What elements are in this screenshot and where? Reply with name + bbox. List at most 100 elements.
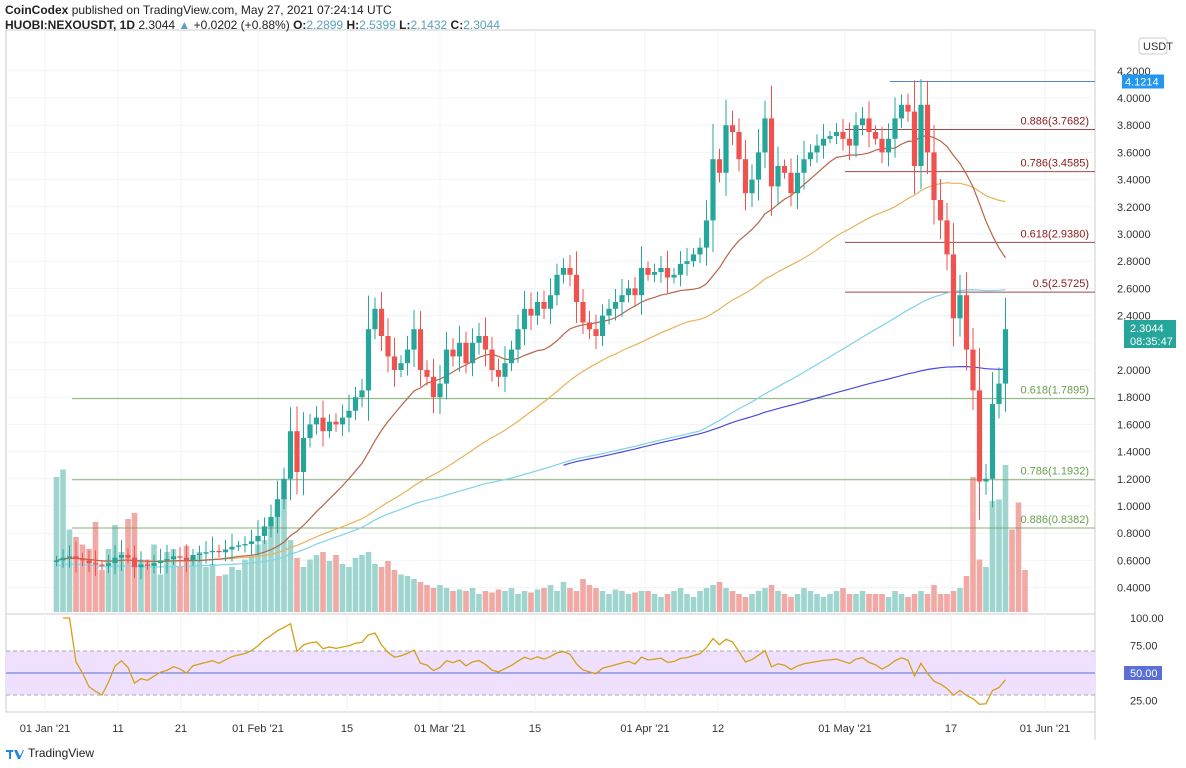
candle-body: [508, 349, 515, 364]
volume-bar: [684, 594, 690, 612]
candle-body: [281, 478, 287, 500]
candle-body: [196, 553, 203, 555]
volume-bar: [989, 501, 996, 612]
candle-body: [437, 383, 443, 398]
volume-bar: [385, 561, 391, 612]
price-tick: 2.8000: [1117, 256, 1151, 268]
volume-bar: [833, 591, 840, 612]
volume-bar: [976, 559, 983, 612]
candle-body: [976, 390, 983, 482]
candle-body: [66, 556, 73, 558]
candle-body: [859, 118, 866, 126]
volume-bar: [398, 574, 404, 612]
candle-body: [112, 557, 118, 564]
volume-bar: [424, 585, 430, 612]
price-tick: 2.0000: [1117, 365, 1151, 377]
candle-body: [918, 104, 924, 166]
price-tick: 3.0000: [1117, 229, 1151, 241]
time-tick: 01 Apr '21: [620, 723, 669, 735]
candle-body: [677, 263, 684, 275]
chart-header: CoinCodex published on TradingView.com, …: [5, 3, 500, 33]
volume-bar: [365, 552, 372, 612]
volume-bar: [138, 559, 144, 612]
volume-bar: [788, 597, 794, 612]
candle-body: [645, 268, 651, 275]
price-tick: 3.2000: [1117, 202, 1151, 214]
candle-body: [528, 308, 534, 316]
fib-label: 0.5(2.5725): [1033, 278, 1089, 290]
candle-body: [827, 136, 833, 139]
time-tick: 15: [341, 723, 353, 735]
candle-body: [469, 342, 476, 364]
volume-bar: [697, 591, 703, 612]
candle-body: [606, 308, 612, 316]
volume-bar: [222, 574, 229, 612]
candle-body: [814, 145, 820, 153]
volume-bar: [755, 591, 762, 612]
candle-body: [307, 424, 313, 438]
candle-body: [911, 111, 918, 166]
candle-body: [801, 159, 807, 173]
volume-bar: [118, 552, 125, 612]
rsi-tick: 25.00: [1130, 696, 1158, 708]
candle-body: [99, 564, 105, 566]
volume-bar: [66, 529, 73, 612]
volume-bar: [203, 567, 209, 612]
price-tick: 2.6000: [1117, 283, 1151, 295]
symbol[interactable]: HUOBI:NEXOUSDT, 1D: [5, 18, 136, 32]
volume-bar: [404, 576, 411, 612]
rsi-current-label: 50.00: [1130, 668, 1158, 680]
volume-bar: [105, 549, 112, 612]
price-tick: 4.0000: [1117, 93, 1151, 105]
rsi-current-tag: [1124, 666, 1162, 680]
volume-bar: [567, 588, 573, 612]
candle-body: [892, 118, 898, 139]
candle-body: [274, 499, 281, 517]
candle-body: [268, 516, 274, 527]
open-value: 2.2899: [306, 18, 344, 32]
volume-bar: [931, 585, 937, 612]
volume-bar: [957, 588, 963, 612]
volume-bar: [606, 594, 612, 612]
close-label: C:: [450, 18, 464, 32]
volume-bar: [86, 549, 92, 612]
high-label: H:: [346, 18, 360, 32]
candle-body: [229, 546, 235, 550]
candle-body: [287, 431, 294, 479]
last-price-tag: [1124, 320, 1176, 348]
candle-body: [398, 363, 404, 370]
volume-bar: [983, 567, 989, 612]
candle-body: [248, 541, 255, 545]
time-tick: 21: [175, 723, 187, 735]
candle-body: [255, 535, 261, 542]
candle-body: [905, 104, 911, 112]
candle-body: [411, 329, 417, 350]
ma100-line: [56, 289, 1006, 568]
candle-body: [651, 272, 658, 275]
candle-body: [593, 329, 599, 336]
volume-bar: [690, 597, 697, 612]
fib-label: 0.886(0.8382): [1021, 514, 1090, 526]
candle-body: [209, 550, 216, 553]
candle-body: [560, 268, 567, 275]
candle-body: [625, 288, 632, 296]
up-triangle-icon: ▲: [178, 18, 191, 32]
volume-bar: [898, 594, 905, 612]
candle-body: [989, 404, 996, 479]
volume-bar: [645, 591, 651, 612]
volume-bar: [281, 480, 287, 612]
volume-bar: [658, 597, 664, 612]
volume-bar: [599, 591, 606, 612]
open-label: O:: [293, 18, 307, 32]
candle-body: [404, 349, 411, 364]
time-tick: 17: [945, 723, 957, 735]
tradingview-brand[interactable]: TradingView: [28, 746, 95, 760]
volume-bar: [430, 588, 437, 612]
volume-bar: [937, 594, 944, 612]
volume-bar: [879, 594, 885, 612]
volume-bar: [333, 555, 339, 612]
volume-bar: [229, 567, 235, 612]
candle-body: [853, 125, 859, 146]
candle-body: [573, 274, 580, 302]
